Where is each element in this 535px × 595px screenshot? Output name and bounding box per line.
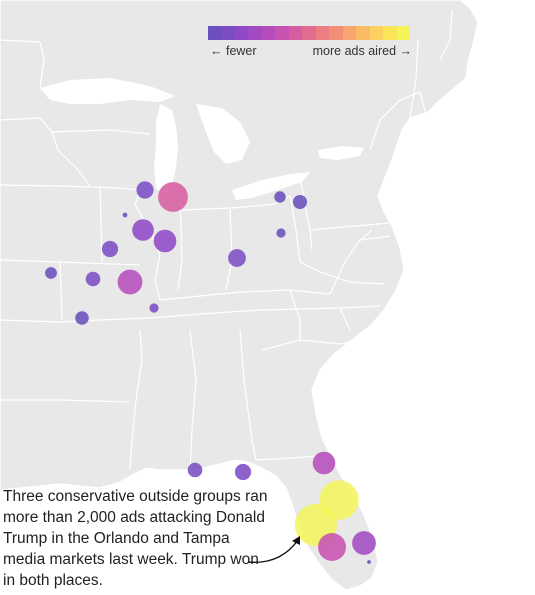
market-bubbles <box>45 181 376 564</box>
lake-michigan <box>154 104 178 196</box>
legend-swatch <box>396 26 411 40</box>
lake-superior <box>40 78 175 104</box>
market-bubble <box>276 228 286 238</box>
lake-huron <box>196 104 250 164</box>
legend-swatch <box>383 26 397 40</box>
legend-swatch <box>248 26 262 40</box>
market-bubble <box>352 531 376 555</box>
market-bubble <box>293 195 307 209</box>
market-bubble <box>153 229 177 253</box>
legend-swatch <box>288 26 303 40</box>
annotation-arrowhead <box>292 536 300 545</box>
market-bubble <box>101 240 119 258</box>
market-bubble <box>312 451 336 475</box>
lake-ontario <box>318 146 364 160</box>
legend-swatch <box>208 26 222 40</box>
annotation-text: Three conservative outside groups ran mo… <box>3 488 268 589</box>
annotation-arrow <box>247 539 299 564</box>
market-bubble <box>117 269 143 295</box>
market-bubble <box>318 533 346 561</box>
market-bubble <box>132 219 154 241</box>
market-bubble <box>85 271 101 287</box>
market-bubble <box>136 181 154 199</box>
market-bubble <box>228 249 246 267</box>
legend-swatch <box>342 26 357 40</box>
market-bubble <box>158 182 188 212</box>
market-bubble <box>274 191 286 203</box>
legend-swatch <box>356 26 370 40</box>
legend-swatch <box>261 26 276 40</box>
lake-erie <box>232 172 310 200</box>
market-bubble <box>75 311 89 325</box>
legend-swatch <box>234 26 249 40</box>
legend-swatch <box>369 26 384 40</box>
legend-swatch <box>275 26 289 40</box>
legend-fewer-label: ← fewer <box>210 44 257 58</box>
market-bubble <box>149 303 159 313</box>
legend-color-scale <box>208 26 411 40</box>
legend-more-label: more ads aired → <box>312 44 412 58</box>
market-bubble <box>45 267 57 279</box>
legend-swatch <box>302 26 316 40</box>
legend-swatch <box>315 26 330 40</box>
market-bubble <box>122 212 128 218</box>
market-bubble <box>187 462 203 478</box>
market-bubble <box>367 560 371 564</box>
market-bubble <box>234 463 252 481</box>
legend-swatch <box>221 26 235 40</box>
color-legend: ← fewer more ads aired → <box>208 26 412 66</box>
legend-swatch <box>329 26 343 40</box>
